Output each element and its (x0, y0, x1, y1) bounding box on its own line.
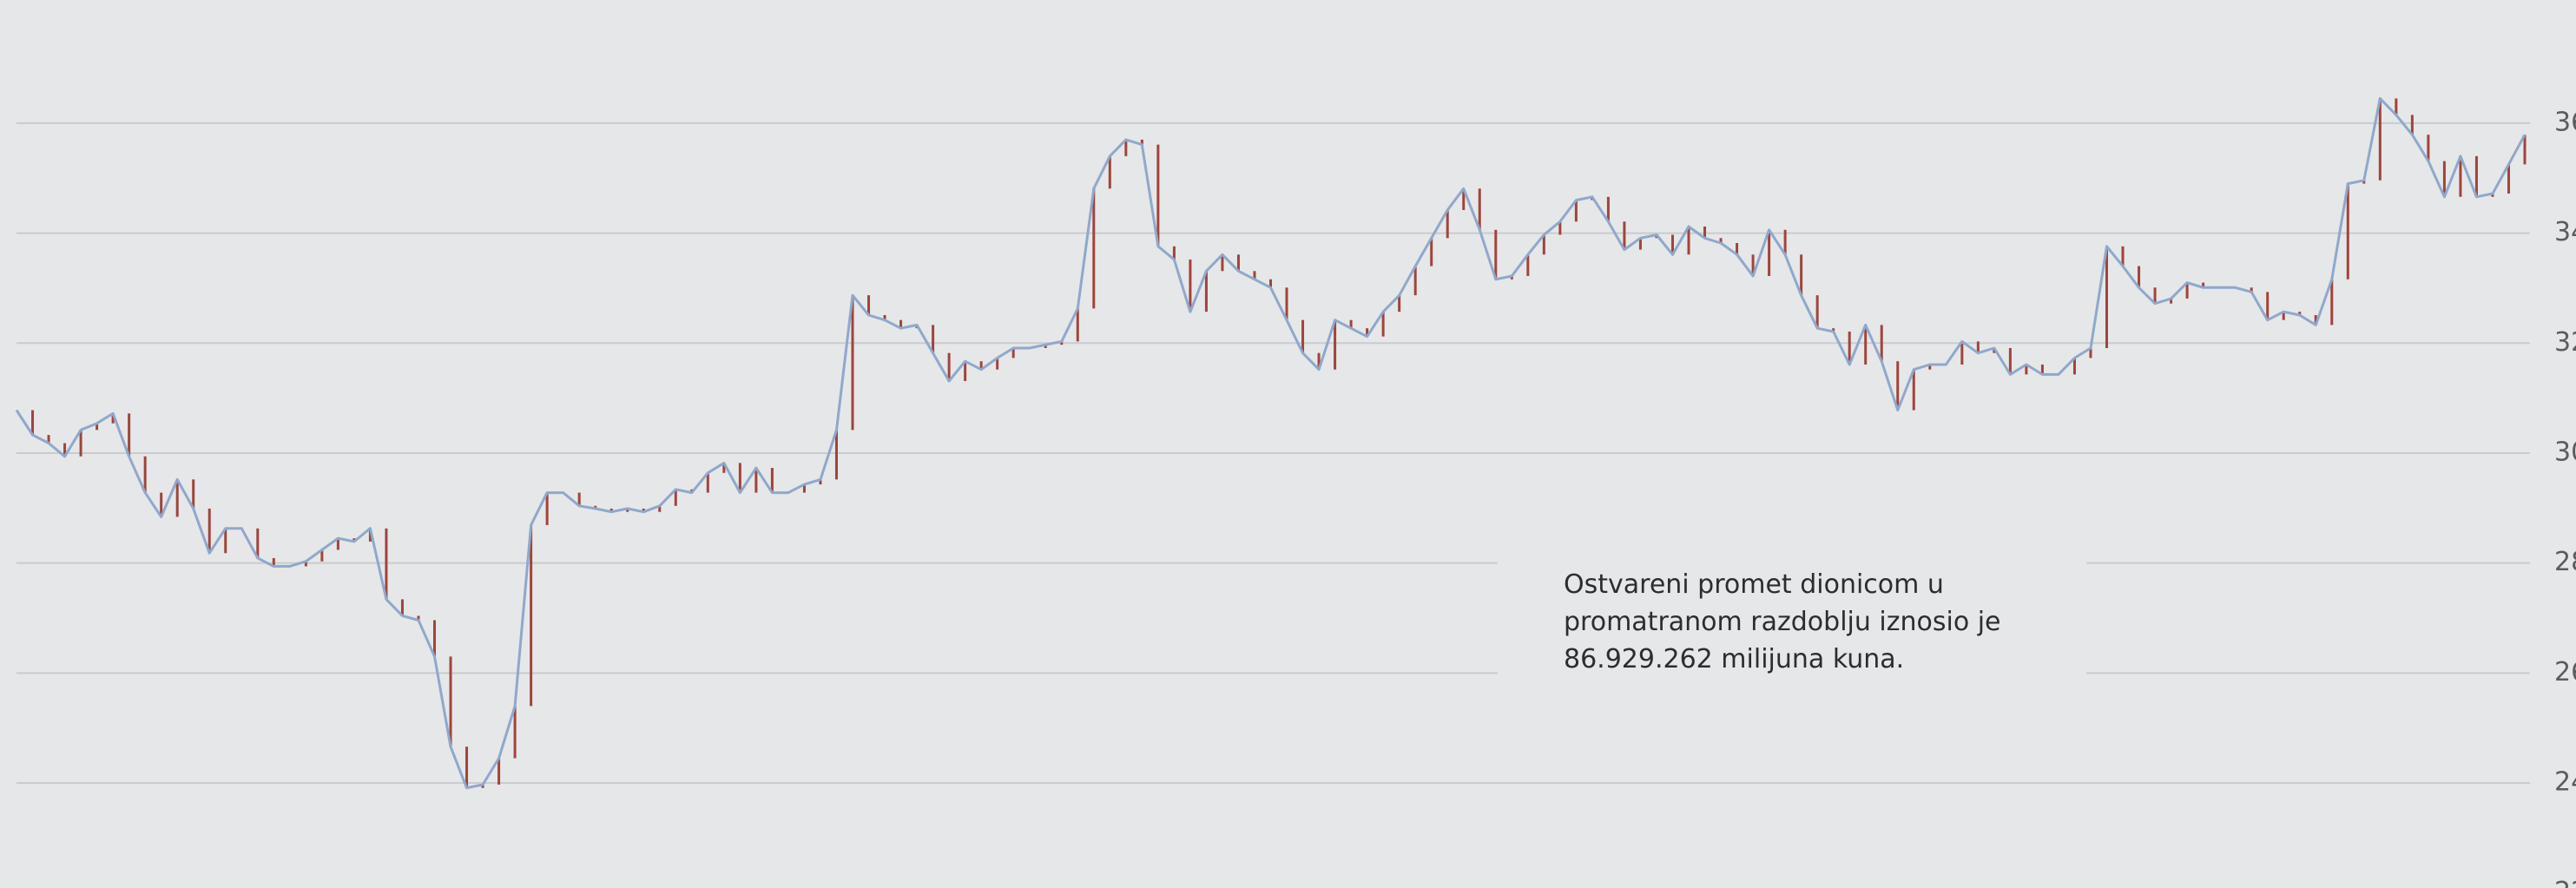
close-line (15, 96, 2527, 790)
y-tick-label: 26 (2554, 657, 2576, 687)
annotation-line: Ostvareni promet dionicom u (1564, 569, 1944, 600)
lines (15, 96, 2527, 790)
y-tick-label: 24 (2554, 767, 2576, 798)
y-tick-label: 34 (2554, 217, 2576, 247)
bars (31, 98, 2527, 788)
y-tick-label: 32 (2554, 327, 2576, 358)
y-tick-label: 28 (2554, 547, 2576, 577)
y-tick-label: 36 (2554, 107, 2576, 137)
grid (16, 122, 2530, 785)
y-tick-label: 30 (2554, 437, 2576, 467)
y-tick-label: 22 (2554, 877, 2576, 888)
labels: 22 24 26 28 30 32 34 36 (2554, 107, 2576, 888)
annotation-line: promatranom razdoblju iznosio je (1564, 607, 2001, 637)
annotation-line: 86.929.262 milijuna kuna. (1564, 644, 1904, 674)
